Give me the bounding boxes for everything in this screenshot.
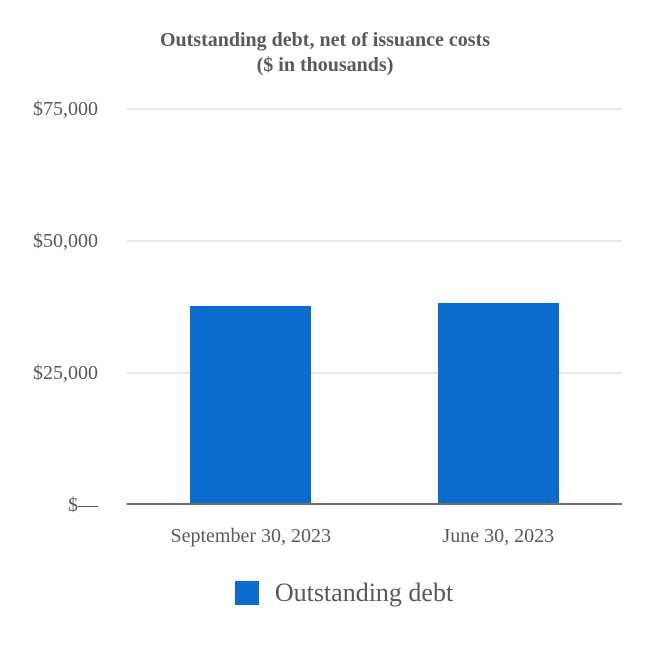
- gridline: [127, 372, 622, 374]
- gridline: [127, 108, 622, 110]
- legend-color-swatch: [234, 581, 259, 605]
- y-axis-tick-label: $50,000: [33, 230, 98, 252]
- x-axis-category-label: September 30, 2023: [170, 525, 332, 547]
- bar-0: [190, 305, 312, 503]
- legend: Outstanding debt: [19, 579, 650, 607]
- gridline: [127, 240, 622, 242]
- chart-title: Outstanding debt, net of issuance costs: [159, 29, 491, 51]
- y-axis-tick-label: $—: [68, 494, 98, 516]
- y-axis-tick-label: $75,000: [33, 98, 98, 120]
- y-axis-tick-label: $25,000: [33, 362, 98, 384]
- chart-subtitle: ($ in thousands): [256, 54, 394, 76]
- plot-area: [127, 108, 622, 505]
- x-axis-category-label: June 30, 2023: [442, 525, 555, 547]
- x-axis-line: [127, 502, 622, 505]
- bar-1: [437, 303, 559, 503]
- chart-title-block: Outstanding debt, net of issuance costs …: [0, 28, 650, 78]
- legend-label: Outstanding debt: [274, 578, 454, 607]
